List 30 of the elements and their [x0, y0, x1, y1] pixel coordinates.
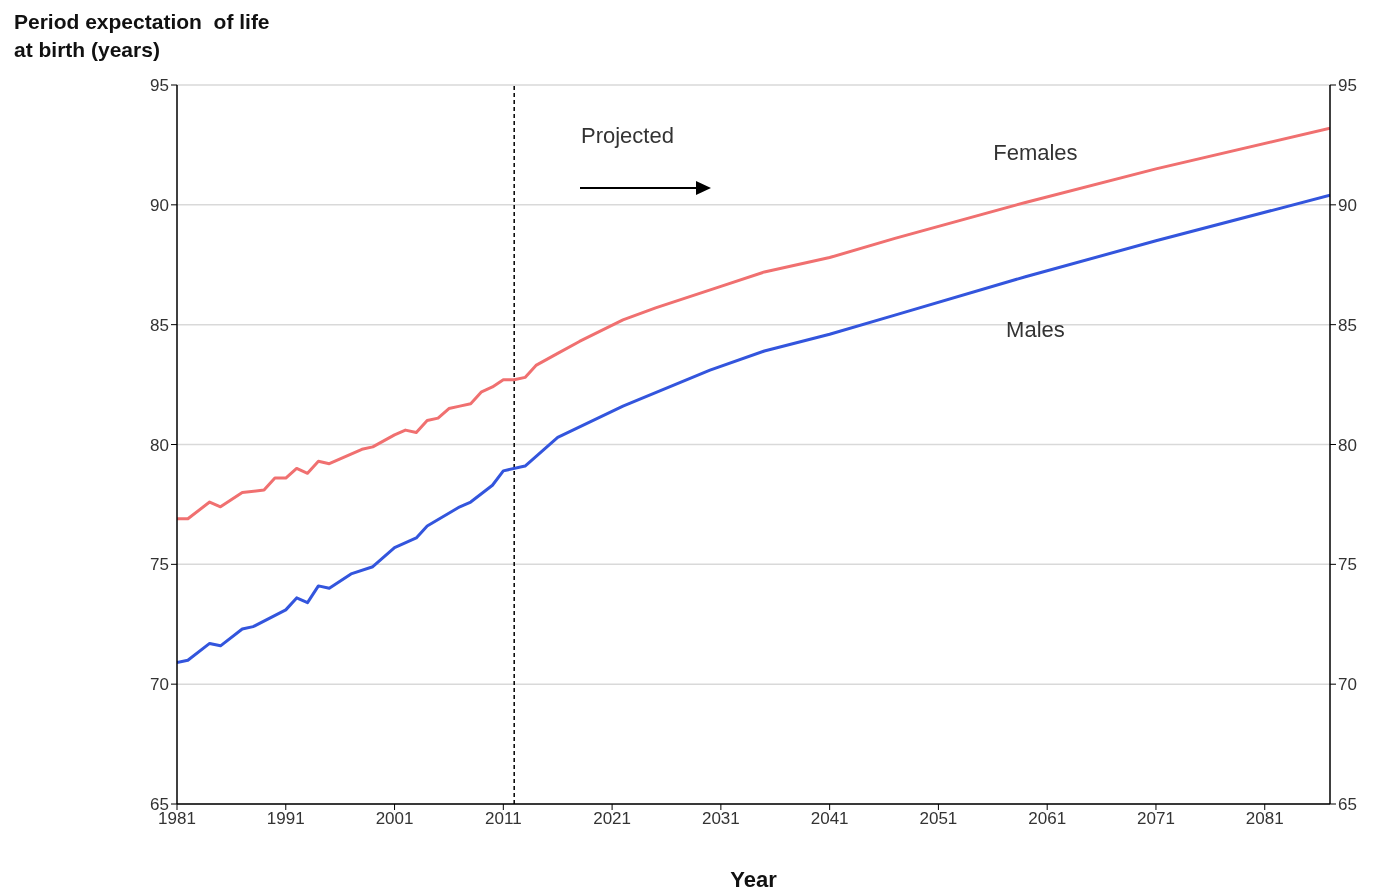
y2-tick-label: 90 — [1338, 195, 1357, 215]
y-tick-label: 70 — [150, 675, 169, 695]
x-tick-label: 2081 — [1245, 809, 1284, 829]
x-tick-label: 2021 — [593, 809, 632, 829]
line-series — [177, 193, 1330, 665]
x-tick-label: 2061 — [1028, 809, 1067, 829]
x-tick-label: 2071 — [1137, 809, 1175, 829]
x-tick-label: 2001 — [375, 809, 414, 829]
y2-tick-label: 95 — [1338, 76, 1357, 96]
y2-tick-label: 75 — [1338, 555, 1357, 575]
line-series — [177, 126, 1330, 521]
y-axis-title: Period expectation of life at birth (years) — [14, 9, 271, 63]
x-tick-label: 2011 — [485, 809, 522, 829]
y-tick-label: 80 — [150, 435, 169, 455]
x-tick-label: 2051 — [919, 809, 958, 829]
y-tick-label: 85 — [150, 315, 169, 335]
annotation: Projected — [581, 123, 674, 149]
x-tick-label: 2031 — [701, 809, 740, 829]
y-tick-label: 90 — [150, 195, 169, 215]
y2-tick-label: 80 — [1338, 435, 1357, 455]
x-tick-label: 2041 — [810, 809, 849, 829]
x-axis-title: Year — [730, 867, 778, 892]
y-tick-label: 95 — [150, 76, 169, 96]
series-label: Females — [993, 140, 1078, 166]
x-tick-label: 1991 — [266, 809, 305, 829]
y2-tick-label: 70 — [1338, 675, 1357, 695]
series-label: Males — [1006, 316, 1065, 342]
y2-tick-label: 85 — [1338, 315, 1357, 335]
y-tick-label: 75 — [150, 555, 169, 575]
y2-tick-label: 65 — [1338, 795, 1357, 815]
